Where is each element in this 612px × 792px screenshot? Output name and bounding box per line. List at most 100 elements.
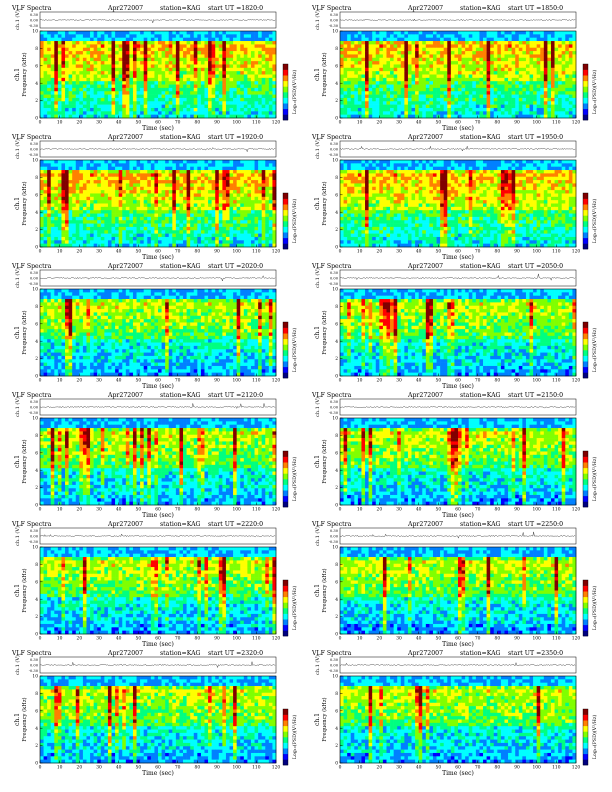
x-tick-label: 20 [377,766,383,771]
colorbar-label: Log₁₀(PSD)(V²/Hz) [291,70,298,115]
x-tick-label: 40 [416,508,422,513]
x-tick-label: 80 [195,766,201,771]
colorbar-label: Log₁₀(PSD)(V²/Hz) [591,328,598,373]
x-tick-label: 120 [572,637,581,642]
x-tick-label: 10 [57,637,63,642]
vlf-spectrogram-panel: VLF Spectra Apr272007 station=KAG start UT … [311,650,598,777]
y-axis-label-frequency: Frequency (kHz) [321,181,328,225]
y-tick-label: 10 [332,546,338,551]
y-tick-label: 6 [35,193,38,198]
waveform-tick-label: 0.30 [30,400,39,404]
y-tick-label: 4 [35,727,38,732]
colorbar [582,63,589,121]
vlf-spectrogram-panel: VLF Spectra Apr272007 station=KAG start UT … [11,263,298,390]
waveform-tick-label: 0.00 [330,276,339,280]
panel-station: station=KAG [460,134,501,141]
waveform-tick-label: -0.30 [29,540,39,544]
vlf-spectrogram-panel: VLF Spectra Apr272007 station=KAG start UT … [11,392,298,519]
colorbar [582,450,589,508]
x-axis-label: Time (sec) [142,512,174,519]
vlf-spectrogram-panel: VLF Spectra Apr272007 station=KAG start UT … [311,134,598,261]
waveform-tick-label: 0.00 [30,147,39,151]
x-tick-label: 110 [552,766,561,771]
y-axis-label-frequency: Frequency (kHz) [21,310,28,354]
x-tick-label: 50 [136,121,142,126]
y-axis-label-channel: ch.1 [314,455,321,468]
x-tick-label: 50 [136,766,142,771]
x-tick-label: 120 [272,121,281,126]
x-tick-label: 30 [396,508,402,513]
waveform-tick-label: 0.00 [330,663,339,667]
x-tick-label: 120 [572,508,581,513]
x-tick-label: 70 [475,766,481,771]
panel-start-time: start UT =1920:0 [208,134,263,141]
panel-title: VLF Spectra [311,392,352,399]
waveform-trace [339,531,576,539]
panel-station: station=KAG [460,521,501,528]
x-tick-label: 110 [252,250,261,255]
y-axis-label-frequency: Frequency (kHz) [21,52,28,96]
x-tick-label: 90 [214,379,220,384]
panel-station: station=KAG [460,5,501,12]
y-tick-label: 0 [35,375,38,380]
x-axis-label: Time (sec) [142,383,174,390]
x-tick-label: 0 [39,766,42,771]
x-tick-label: 60 [155,508,161,513]
spectrogram-heatmap [40,418,277,506]
x-tick-label: 110 [252,379,261,384]
x-tick-label: 100 [532,379,541,384]
x-tick-label: 10 [357,508,363,513]
x-tick-label: 40 [416,250,422,255]
x-tick-label: 120 [572,766,581,771]
x-tick-label: 80 [495,637,501,642]
spectrogram-heatmap [340,676,577,764]
y-tick-label: 2 [335,228,338,233]
y-tick-label: 4 [335,727,338,732]
y-tick-label: 2 [35,744,38,749]
x-tick-label: 80 [495,121,501,126]
x-tick-label: 80 [195,637,201,642]
waveform-axis-label: ch.1 (V) [314,655,321,675]
x-tick-label: 120 [272,637,281,642]
x-tick-label: 60 [155,766,161,771]
colorbar [282,321,289,379]
x-tick-label: 0 [339,250,342,255]
waveform-tick-label: 0.00 [30,534,39,538]
panel-station: station=KAG [160,263,201,270]
colorbar [582,708,589,766]
y-tick-label: 2 [335,357,338,362]
x-tick-label: 0 [39,637,42,642]
y-tick-label: 4 [335,340,338,345]
waveform-tick-label: 0.00 [30,405,39,409]
colorbar-label: Log₁₀(PSD)(V²/Hz) [291,457,298,502]
y-axis-label-channel: ch.1 [14,713,21,726]
spectrogram-heatmap [340,31,577,119]
y-axis-label-frequency: Frequency (kHz) [321,439,328,483]
x-tick-label: 70 [175,508,181,513]
x-tick-label: 60 [155,250,161,255]
y-axis-label-frequency: Frequency (kHz) [21,181,28,225]
waveform-tick-label: 0.00 [330,405,339,409]
y-axis-label-frequency: Frequency (kHz) [321,697,328,741]
x-tick-label: 100 [532,637,541,642]
y-tick-label: 10 [32,417,38,422]
spectrogram-heatmap [340,418,577,506]
y-axis-label-channel: ch.1 [314,326,321,339]
y-axis-label-frequency: Frequency (kHz) [21,439,28,483]
panel-start-time: start UT =2250:0 [508,521,563,528]
y-tick-label: 10 [332,159,338,164]
waveform-frame [339,527,577,545]
x-tick-label: 70 [475,637,481,642]
waveform-trace [340,145,576,152]
x-tick-label: 60 [155,379,161,384]
x-tick-label: 0 [39,121,42,126]
panel-date: Apr272007 [107,263,143,270]
x-tick-label: 80 [195,508,201,513]
x-tick-label: 120 [272,766,281,771]
x-axis-label: Time (sec) [442,383,474,390]
y-tick-label: 0 [335,246,338,251]
panel-title: VLF Spectra [11,521,52,528]
x-tick-label: 0 [339,766,342,771]
waveform-tick-label: 0.00 [30,663,39,667]
vlf-spectrogram-panel: VLF Spectra Apr272007 station=KAG start UT … [11,650,298,777]
